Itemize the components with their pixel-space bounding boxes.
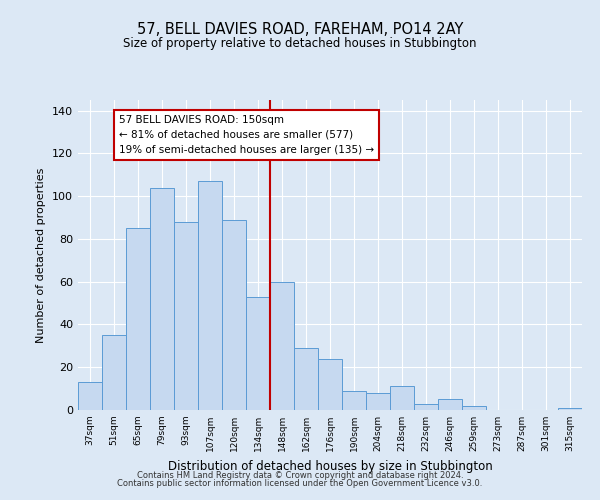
Bar: [342, 391, 366, 410]
Bar: [270, 282, 294, 410]
Bar: [438, 400, 462, 410]
Bar: [246, 296, 270, 410]
Bar: [78, 382, 102, 410]
Text: 57, BELL DAVIES ROAD, FAREHAM, PO14 2AY: 57, BELL DAVIES ROAD, FAREHAM, PO14 2AY: [137, 22, 463, 38]
Bar: [414, 404, 438, 410]
Bar: [126, 228, 150, 410]
Text: Size of property relative to detached houses in Stubbington: Size of property relative to detached ho…: [123, 38, 477, 51]
Bar: [366, 393, 390, 410]
Bar: [174, 222, 198, 410]
Bar: [150, 188, 174, 410]
Text: Contains public sector information licensed under the Open Government Licence v3: Contains public sector information licen…: [118, 479, 482, 488]
Text: 57 BELL DAVIES ROAD: 150sqm
← 81% of detached houses are smaller (577)
19% of se: 57 BELL DAVIES ROAD: 150sqm ← 81% of det…: [119, 115, 374, 154]
Bar: [198, 181, 222, 410]
Bar: [102, 335, 126, 410]
Y-axis label: Number of detached properties: Number of detached properties: [37, 168, 46, 342]
Bar: [390, 386, 414, 410]
Bar: [558, 408, 582, 410]
Bar: [462, 406, 486, 410]
Bar: [318, 358, 342, 410]
Bar: [294, 348, 318, 410]
Bar: [222, 220, 246, 410]
Text: Contains HM Land Registry data © Crown copyright and database right 2024.: Contains HM Land Registry data © Crown c…: [137, 470, 463, 480]
X-axis label: Distribution of detached houses by size in Stubbington: Distribution of detached houses by size …: [167, 460, 493, 472]
